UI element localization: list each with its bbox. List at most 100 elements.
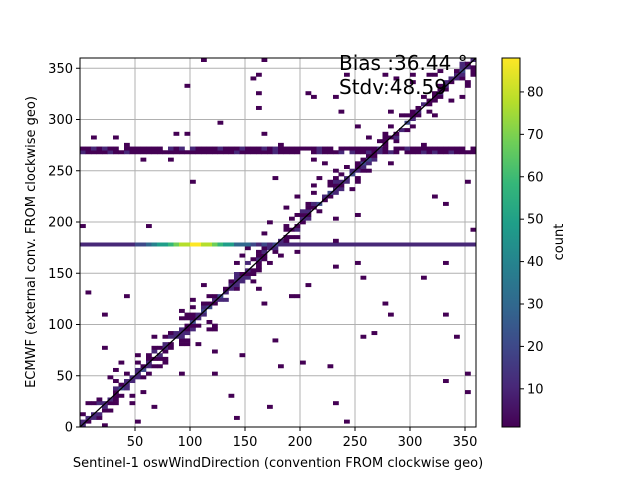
heatmap-cell [261,146,268,151]
heatmap-cell [327,242,334,247]
heatmap-cell [470,146,476,151]
heatmap-cell [250,76,257,81]
heatmap-cell [289,235,295,240]
heatmap-cell [459,61,466,66]
heatmap-cell [96,397,103,402]
heatmap-cell [96,150,103,155]
x-tick-label: 350 [453,435,478,450]
heatmap-cell [256,242,262,247]
heatmap-cell [459,150,466,155]
heatmap-cell [382,146,389,151]
heatmap-cell [245,272,251,277]
heatmap-cell [377,150,383,155]
heatmap-cell [393,131,400,136]
heatmap-cell [437,242,444,247]
heatmap-cell [107,401,114,406]
heatmap-cell [382,131,389,136]
heatmap-cell [261,301,268,306]
heatmap-cell [239,353,246,358]
heatmap-cell [316,150,323,155]
heatmap-cell [157,353,163,358]
heatmap-cell [393,135,400,140]
heatmap-cell [294,249,301,254]
heatmap-cell [124,142,130,147]
heatmap-cell [399,113,405,118]
heatmap-cell [113,146,119,151]
heatmap-cell [184,83,191,88]
heatmap-cell [212,297,218,302]
heatmap-cell [102,345,108,350]
heatmap-cell [129,146,136,151]
heatmap-cell [239,146,246,151]
y-tick-label: 150 [48,267,73,282]
one-to-one-line [80,58,476,427]
heatmap-cell [465,371,471,376]
heatmap-cell [311,183,317,188]
heatmap-cell [173,150,180,155]
heatmap-cell [366,168,372,173]
heatmap-cell [250,146,257,151]
heatmap-cell [305,205,312,210]
heatmap-cell [256,72,262,77]
heatmap-cell [333,242,339,247]
heatmap-cell [190,327,196,332]
heatmap-cell [228,150,235,155]
heatmap-cell [283,238,290,243]
heatmap-cell [184,316,191,321]
colorbar-tick-label: 40 [527,255,544,270]
colorbar-tick-label: 70 [527,128,544,143]
heatmap-cell [322,161,328,166]
heatmap-cell [91,242,97,247]
heatmap-cell [184,312,191,317]
heatmap-cell [333,168,339,173]
heatmap-cell [206,319,213,324]
heatmap-cell [454,150,460,155]
heatmap-cell [102,423,108,427]
heatmap-cell [327,364,334,369]
heatmap-cell [404,242,411,247]
heatmap-cell [80,242,86,247]
heatmap-cell [426,102,433,107]
heatmap-cell [267,242,273,247]
heatmap-cell [113,386,119,391]
heatmap-cell [184,338,191,343]
heatmap-cell [212,242,218,247]
heatmap-cell [135,150,141,155]
heatmap-cell [261,231,268,236]
heatmap-cell [102,150,108,155]
heatmap-cell [206,327,213,332]
heatmap-cell [151,364,158,369]
heatmap-cell [278,364,284,369]
heatmap-cell [146,150,152,155]
heatmap-cell [437,83,444,88]
heatmap-cell [217,146,224,151]
heatmap-cell [410,109,416,114]
heatmap-cell [300,242,306,247]
heatmap-cell [129,379,136,384]
heatmap-cell [146,371,152,376]
heatmap-cell [278,238,284,243]
heatmap-cell [102,242,108,247]
heatmap-cell [80,150,86,155]
heatmap-cell [190,323,196,328]
heatmap-cell [333,176,339,181]
heatmap-cell [102,146,108,151]
heatmap-cell [140,157,147,162]
heatmap-cell [355,260,361,265]
heatmap-cell [113,397,119,402]
heatmap-cell [322,242,328,247]
heatmap-cell [267,246,273,251]
heatmap-cell [228,242,235,247]
heatmap-cell [437,150,444,155]
heatmap-cell [465,80,471,85]
heatmap-cell [96,412,103,417]
heatmap-cell [190,305,196,310]
heatmap-cell [410,117,416,122]
heatmap-cell [443,379,449,384]
heatmap-cell [426,242,433,247]
heatmap-cell [113,242,119,247]
heatmap-cell [107,242,114,247]
heatmap-cell [311,157,317,162]
heatmap-cell [212,294,218,299]
heatmap-cell [426,146,433,151]
